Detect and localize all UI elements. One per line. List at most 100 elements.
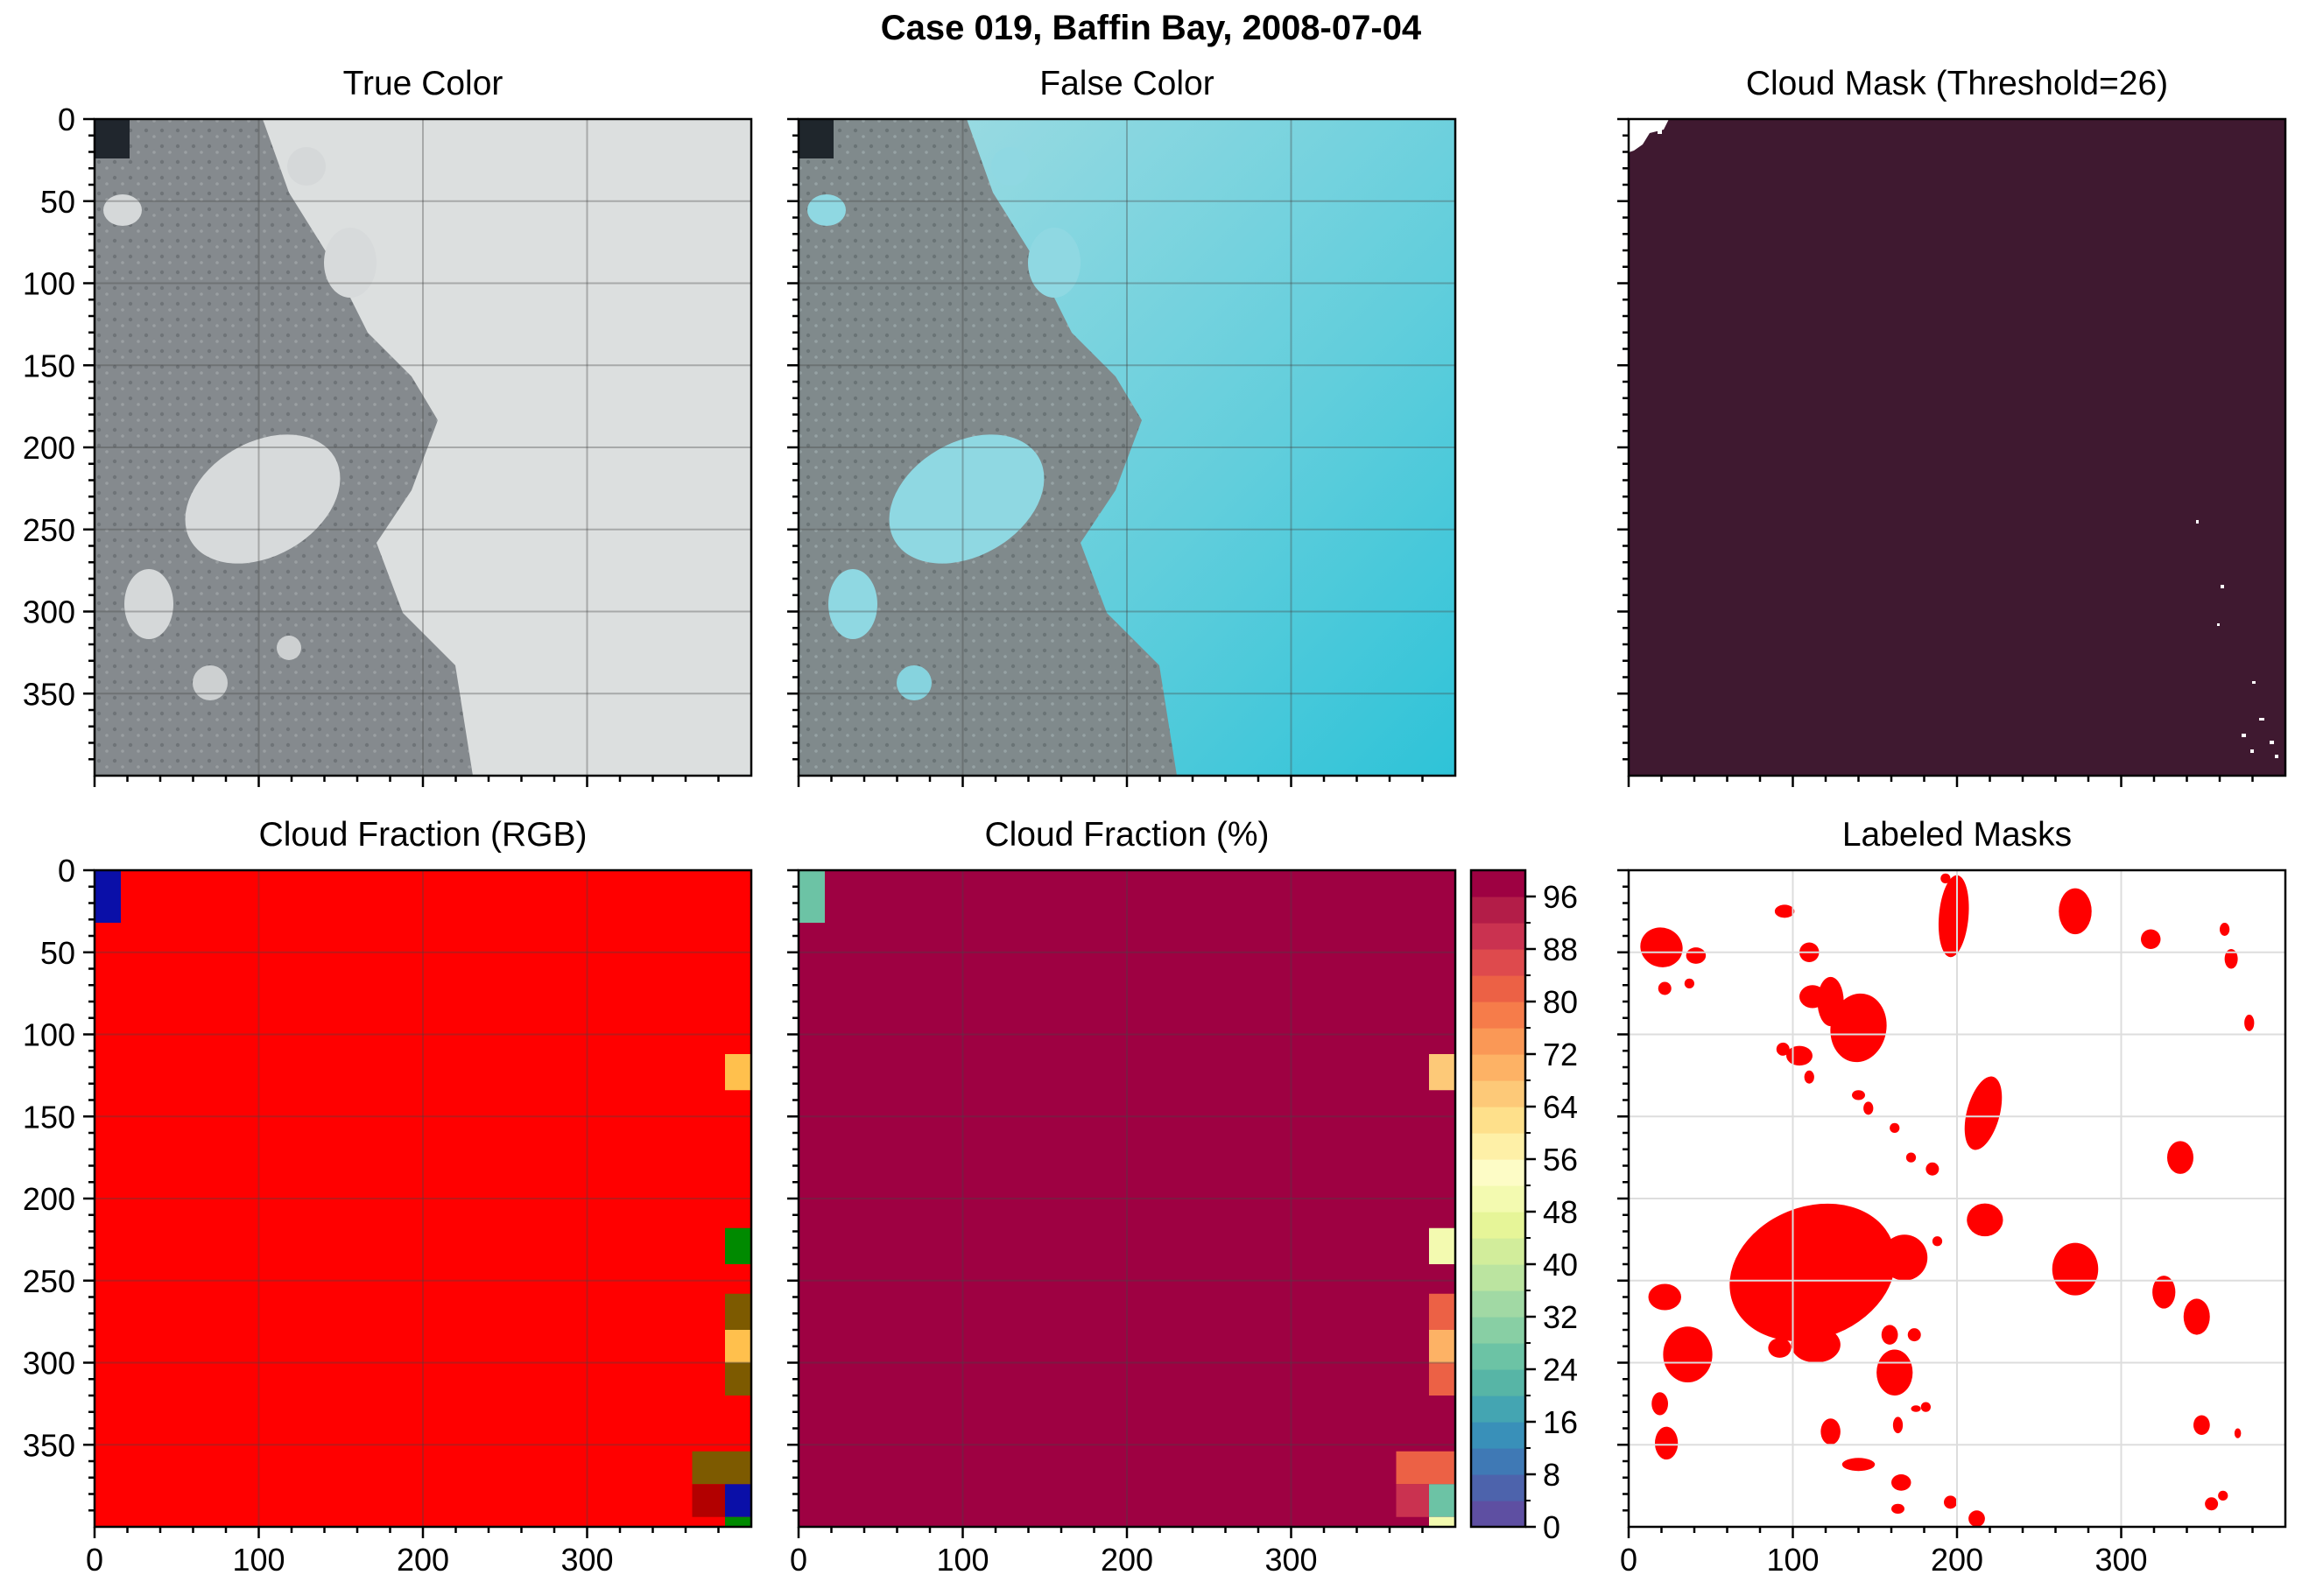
labeled-floe-42 xyxy=(1920,1402,1931,1412)
labeled-floe-17 xyxy=(1964,1076,2003,1150)
figure-title: Case 019, Baffin Bay, 2008-07-04 xyxy=(880,9,1422,47)
colorbar-segment-18 xyxy=(1471,1028,1525,1055)
panel-title-false-color: False Color xyxy=(1039,65,1214,102)
colorbar-segment-6 xyxy=(1471,1343,1525,1370)
colorbar-segment-22 xyxy=(1471,923,1525,950)
labeled-floe-55 xyxy=(2205,1497,2219,1511)
xtick-label: 100 xyxy=(1766,1542,1819,1578)
colorbar-tick-label: 72 xyxy=(1543,1037,1578,1072)
colorbar-segment-19 xyxy=(1471,1002,1525,1029)
labeled-floe-1 xyxy=(1938,875,1969,958)
labeled-floe-56 xyxy=(2218,1490,2228,1501)
labeled-floe-39 xyxy=(1907,1328,1921,1342)
rgb-heatmap-cell-6 xyxy=(692,1451,751,1485)
grid-layer xyxy=(95,119,2285,1527)
xtick-label: 0 xyxy=(86,1542,103,1578)
colorbar-segment-4 xyxy=(1471,1396,1525,1423)
labeled-floe-31 xyxy=(1932,1236,1943,1247)
colorbar-frame xyxy=(1469,868,1527,1529)
xtick-label: 0 xyxy=(790,1542,807,1578)
labeled-floe-50 xyxy=(1841,1458,1876,1472)
xtick-label: 100 xyxy=(232,1542,285,1578)
rgb-heatmap-cell-9 xyxy=(725,1516,751,1527)
labeled-floe-27 xyxy=(1967,1203,2003,1237)
colorbar-tick-label: 80 xyxy=(1543,984,1578,1020)
labeled-floe-23 xyxy=(2220,923,2230,936)
colorbar-segment-13 xyxy=(1471,1159,1525,1186)
ytick-label: 50 xyxy=(40,184,75,220)
labeled-floe-41 xyxy=(2183,1298,2210,1335)
pct-heatmap-cell-8 xyxy=(1429,1484,1455,1517)
rgb-heatmap-cell-8 xyxy=(725,1484,751,1517)
labeled-floe-46 xyxy=(2234,1428,2242,1438)
labeled-floe-45 xyxy=(2193,1415,2210,1435)
xtick-label: 200 xyxy=(397,1542,449,1578)
pct-heatmap-cell-0 xyxy=(799,870,825,923)
colorbar-segment-17 xyxy=(1471,1054,1525,1081)
labeled-floe-26 xyxy=(2167,1141,2193,1174)
colorbar-tick-label: 40 xyxy=(1543,1247,1578,1283)
labeled-floe-24 xyxy=(2224,949,2238,969)
rgb-heatmap-cell-7 xyxy=(692,1484,725,1517)
labeled-floe-33 xyxy=(1648,1283,1681,1311)
labeled-floe-35 xyxy=(1791,1326,1841,1363)
ytick-label: 0 xyxy=(58,102,75,137)
ytick-label: 150 xyxy=(23,348,75,383)
pct-heatmap-cell-7 xyxy=(1396,1484,1429,1517)
labeled-floe-34 xyxy=(1663,1326,1713,1382)
ytick-label: 150 xyxy=(23,1099,75,1135)
labeled-floe-54 xyxy=(1891,1503,1904,1514)
panel-title-cloud-mask: Cloud Mask (Threshold=26) xyxy=(1745,65,2169,102)
pct-heatmap-cell-2 xyxy=(1429,1227,1455,1264)
colorbar-segment-15 xyxy=(1471,1107,1525,1134)
labeled-floe-3 xyxy=(1830,993,1887,1063)
xtick-label: 300 xyxy=(560,1542,613,1578)
ytick-label: 350 xyxy=(23,676,75,712)
labeled-floe-18 xyxy=(1852,1090,1865,1100)
colorbar-segment-1 xyxy=(1471,1474,1525,1501)
xtick-label: 300 xyxy=(1264,1542,1317,1578)
ytick-label: 100 xyxy=(23,266,75,302)
rgb-heatmap-cell-2 xyxy=(725,1227,751,1264)
labeled-floe-14 xyxy=(1776,1042,1790,1056)
colorbar-segment-23 xyxy=(1471,896,1525,924)
xtick-label: 300 xyxy=(2094,1542,2147,1578)
labeled-floe-2 xyxy=(1640,927,1683,967)
labeled-floe-47 xyxy=(1892,1417,1904,1434)
labeled-floe-32 xyxy=(1843,1264,1857,1277)
ytick-label: 200 xyxy=(23,1181,75,1217)
rgb-heatmap-cell-3 xyxy=(725,1293,751,1330)
colorbar-tick-label: 64 xyxy=(1543,1089,1578,1125)
labeled-floe-52 xyxy=(1944,1495,1957,1509)
labeled-floe-48 xyxy=(1820,1418,1841,1445)
xtick-label: 200 xyxy=(1931,1542,1983,1578)
labeled-floe-5 xyxy=(2141,929,2161,949)
colorbar-segment-21 xyxy=(1471,949,1525,976)
colorbar-tick-label: 32 xyxy=(1543,1299,1578,1335)
labeled-floe-30 xyxy=(2052,1242,2099,1296)
ytick-label: 300 xyxy=(23,1346,75,1382)
labeled-floe-40 xyxy=(2152,1276,2176,1309)
colorbar-segment-9 xyxy=(1471,1264,1525,1291)
labeled-floe-43 xyxy=(1651,1392,1668,1416)
cloud-mask-image xyxy=(1629,119,2285,776)
colorbar-segment-5 xyxy=(1471,1369,1525,1396)
colorbar-tick-label: 96 xyxy=(1543,879,1578,915)
panel-title-cloud-fraction-pct: Cloud Fraction (%) xyxy=(984,816,1270,854)
pct-heatmap-cell-1 xyxy=(1429,1054,1455,1091)
colorbar-tick-label: 48 xyxy=(1543,1194,1578,1230)
panel-title-true-color: True Color xyxy=(342,65,503,102)
colorbar-segment-8 xyxy=(1471,1290,1525,1318)
ticks-layer: 0 50 100 150 200 250 300 350 0 50 100 150 200 250 300 3… xyxy=(23,102,2254,1578)
ytick-label: 300 xyxy=(23,594,75,630)
colorbar-segment-0 xyxy=(1471,1501,1525,1528)
labeled-floe-4 xyxy=(2059,888,2092,935)
pct-heatmap-cell-9 xyxy=(1429,1516,1455,1527)
ytick-label: 50 xyxy=(40,935,75,971)
pct-heatmap-cell-5 xyxy=(1429,1362,1455,1396)
colorbar-segment-20 xyxy=(1471,975,1525,1002)
labeled-floe-22 xyxy=(1925,1162,1939,1176)
true-color-image xyxy=(95,119,751,776)
rgb-heatmap-cell-1 xyxy=(725,1054,751,1091)
colorbar-segment-14 xyxy=(1471,1133,1525,1160)
